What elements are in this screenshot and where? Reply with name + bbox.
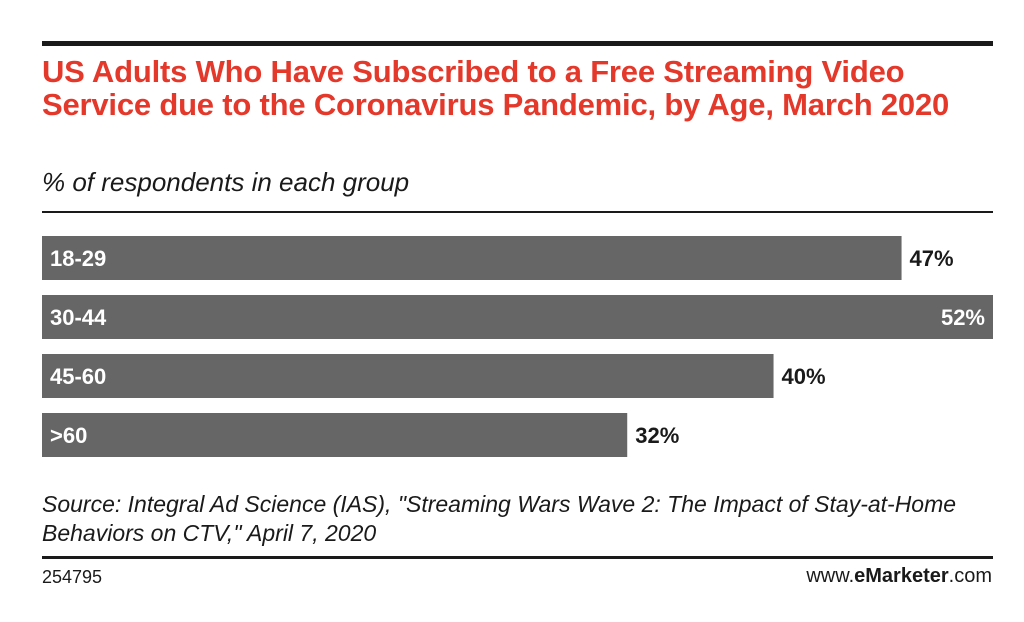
brand-suffix: .com: [948, 565, 992, 587]
bar-30-44: [42, 295, 993, 339]
bar-chart: 18-29 47% 30-44 52% 45-60 40% >60 32%: [42, 236, 993, 457]
top-rule: [42, 41, 993, 46]
category-label: 30-44: [50, 305, 107, 330]
emarketer-link[interactable]: www.eMarketer.com: [806, 565, 992, 588]
category-label: 45-60: [50, 364, 106, 389]
value-label: 47%: [910, 246, 954, 271]
bar-45-60: [42, 354, 774, 398]
bottom-rule: [42, 556, 993, 559]
value-label: 32%: [635, 423, 679, 448]
bar->60: [42, 413, 628, 457]
chart-title: US Adults Who Have Subscribed to a Free …: [42, 54, 950, 122]
source-note: Source: Integral Ad Science (IAS), "Stre…: [42, 491, 957, 546]
brand-prefix: www.: [806, 565, 855, 587]
category-label: 18-29: [50, 246, 106, 271]
subtitle-rule: [42, 211, 993, 213]
bar-18-29: [42, 236, 902, 280]
brand-name: eMarketer: [854, 565, 949, 587]
value-label: 52%: [941, 305, 985, 330]
chart-id: 254795: [42, 567, 103, 587]
value-label: 40%: [782, 364, 826, 389]
category-label: >60: [50, 423, 87, 448]
chart-subtitle: % of respondents in each group: [42, 167, 410, 197]
